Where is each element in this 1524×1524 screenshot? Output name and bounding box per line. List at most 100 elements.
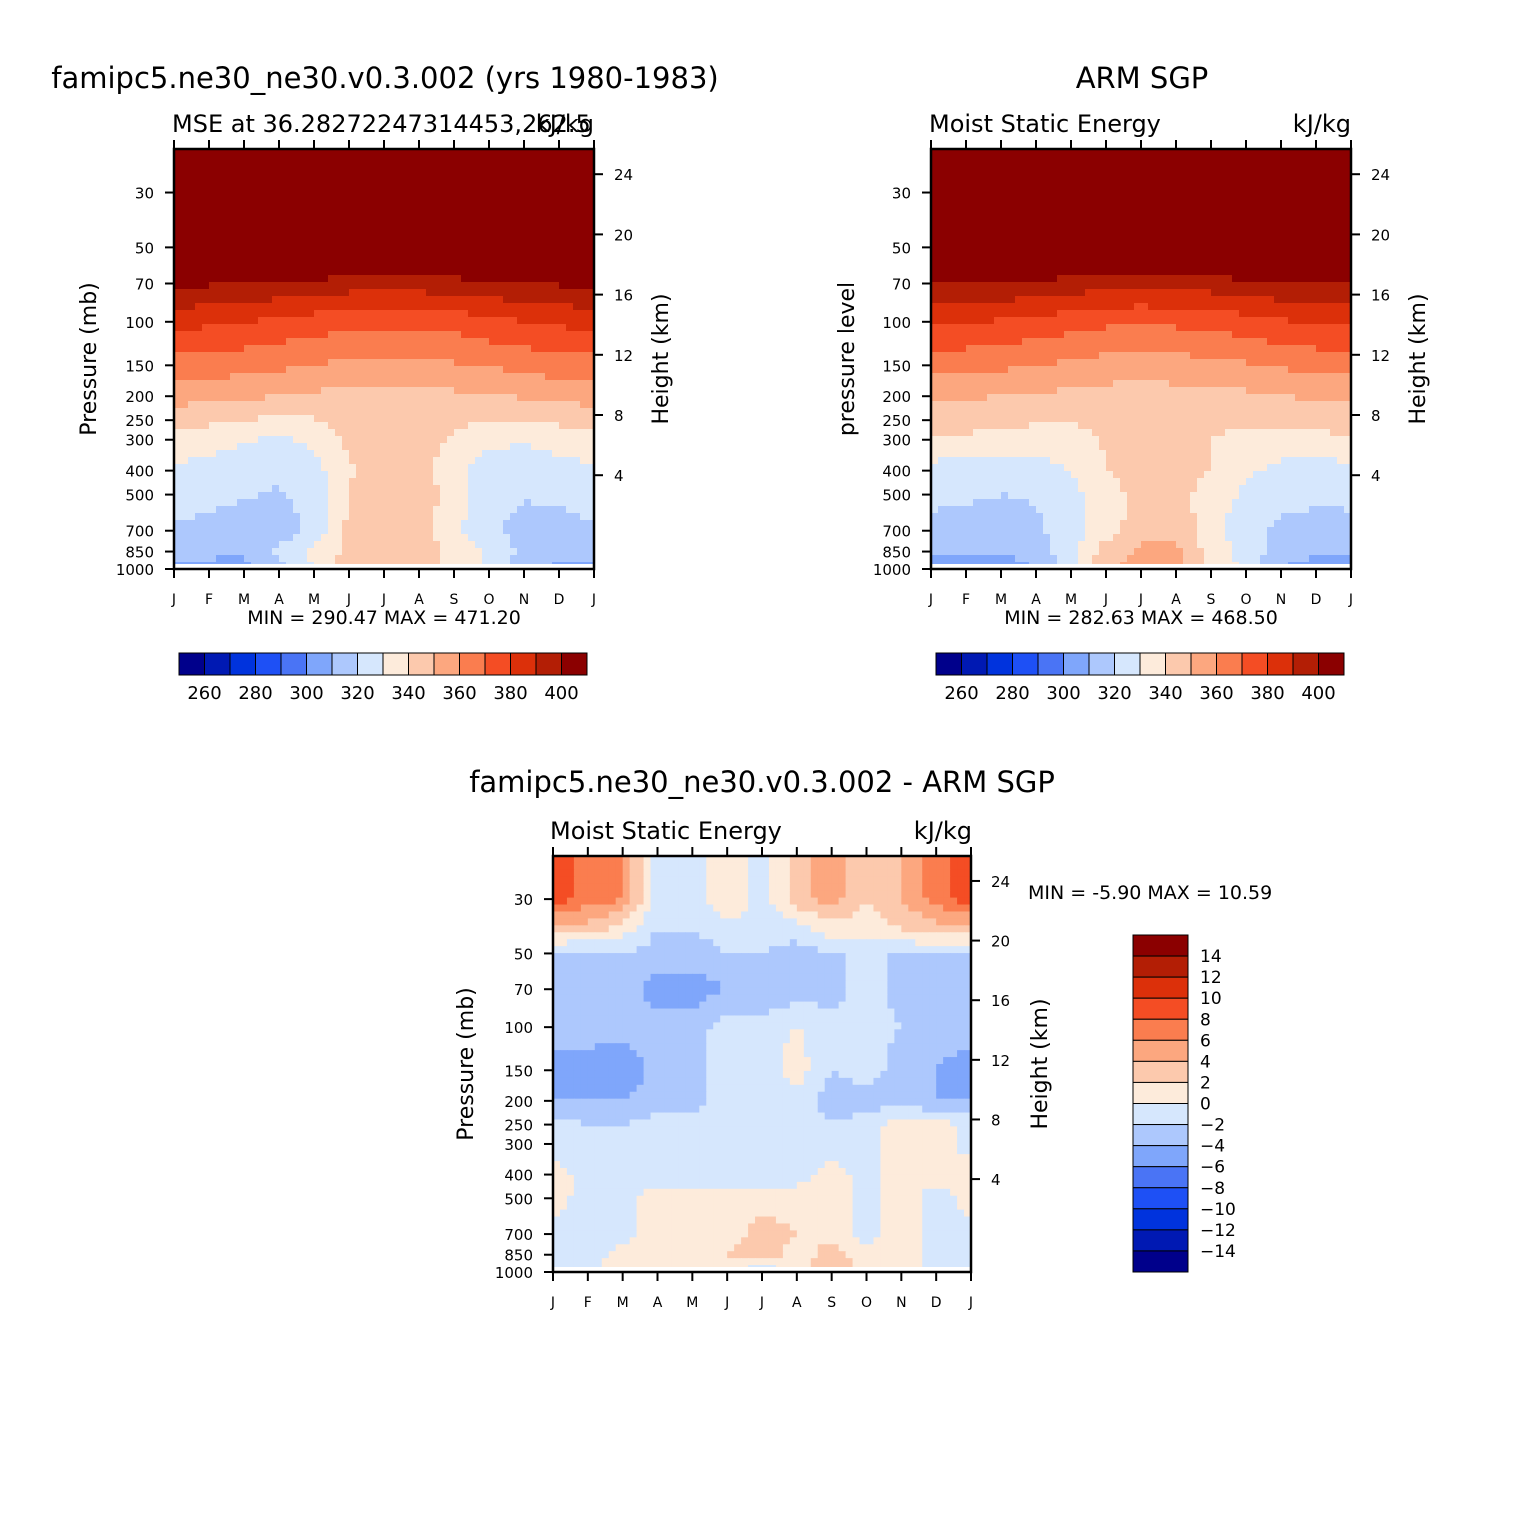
- colorbar-label: 300: [289, 683, 323, 704]
- contour-cell: [216, 415, 224, 423]
- contour-cell: [349, 408, 357, 416]
- contour-cell: [1036, 177, 1044, 185]
- contour-cell: [384, 527, 392, 535]
- contour-cell: [489, 303, 497, 311]
- contour-cell: [587, 317, 595, 325]
- contour-cell: [1064, 191, 1072, 199]
- contour-cell: [524, 478, 532, 486]
- contour-cell: [468, 555, 476, 563]
- contour-cell: [503, 240, 511, 248]
- contour-cell: [335, 513, 343, 521]
- contour-cell: [959, 149, 967, 157]
- contour-cell: [1344, 240, 1352, 248]
- contour-cell: [223, 555, 231, 563]
- contour-cell: [314, 226, 322, 234]
- contour-cell: [531, 373, 539, 381]
- contour-cell: [209, 233, 217, 241]
- contour-cell: [223, 177, 231, 185]
- contour-cell: [496, 268, 504, 276]
- contour-cell: [307, 275, 315, 283]
- contour-cell: [349, 198, 357, 206]
- contour-cell: [531, 506, 539, 514]
- contour-cell: [328, 450, 336, 458]
- contour-cell: [559, 373, 567, 381]
- contour-cell: [461, 352, 469, 360]
- contour-cell: [405, 317, 413, 325]
- contour-cell: [1085, 184, 1093, 192]
- contour-cell: [314, 345, 322, 353]
- contour-cell: [931, 219, 939, 227]
- contour-cell: [335, 485, 343, 493]
- contour-cell: [475, 471, 483, 479]
- contour-cell: [566, 254, 574, 262]
- contour-cell: [447, 212, 455, 220]
- contour-cell: [475, 527, 483, 535]
- contour-cell: [405, 296, 413, 304]
- contour-cell: [321, 499, 329, 507]
- contour-cell: [363, 156, 371, 164]
- contour-cell: [945, 198, 953, 206]
- contour-cell: [461, 443, 469, 451]
- contour-cell: [959, 247, 967, 255]
- contour-cell: [538, 254, 546, 262]
- contour-cell: [1169, 184, 1177, 192]
- contour-cell: [426, 471, 434, 479]
- contour-cell: [447, 429, 455, 437]
- contour-cell: [342, 499, 350, 507]
- contour-cell: [265, 506, 273, 514]
- contour-cell: [1337, 198, 1345, 206]
- contour-cell: [342, 352, 350, 360]
- contour-cell: [1204, 268, 1212, 276]
- contour-cell: [1127, 289, 1135, 297]
- contour-cell: [265, 485, 273, 493]
- contour-cell: [363, 324, 371, 332]
- contour-cell: [286, 485, 294, 493]
- contour-cell: [398, 541, 406, 549]
- contour-cell: [1085, 282, 1093, 290]
- contour-cell: [216, 373, 224, 381]
- contour-cell: [489, 520, 497, 528]
- contour-cell: [272, 268, 280, 276]
- contour-cell: [1036, 275, 1044, 283]
- contour-cell: [349, 464, 357, 472]
- contour-cell: [503, 394, 511, 402]
- contour-cell: [1295, 156, 1303, 164]
- contour-cell: [1323, 170, 1331, 178]
- contour-cell: [433, 555, 441, 563]
- contour-cell: [552, 436, 560, 444]
- contour-cell: [945, 156, 953, 164]
- x-tick-label: F: [205, 592, 213, 608]
- contour-cell: [531, 548, 539, 556]
- contour-cell: [468, 408, 476, 416]
- contour-cell: [545, 317, 553, 325]
- contour-cell: [503, 429, 511, 437]
- contour-cell: [405, 184, 413, 192]
- contour-cell: [391, 485, 399, 493]
- contour-cell: [321, 289, 329, 297]
- contour-cell: [342, 254, 350, 262]
- contour-cell: [202, 478, 210, 486]
- contour-cell: [1260, 233, 1268, 241]
- contour-cell: [202, 163, 210, 171]
- contour-cell: [1155, 198, 1163, 206]
- contour-cell: [580, 499, 588, 507]
- contour-cell: [314, 380, 322, 388]
- contour-cell: [237, 541, 245, 549]
- contour-cell: [251, 282, 259, 290]
- contour-cell: [412, 429, 420, 437]
- contour-cell: [931, 177, 939, 185]
- contour-cell: [1162, 261, 1170, 269]
- contour-cell: [321, 359, 329, 367]
- contour-cell: [209, 219, 217, 227]
- contour-cell: [440, 506, 448, 514]
- contour-cell: [181, 485, 189, 493]
- contour-cell: [1253, 247, 1261, 255]
- contour-cell: [1225, 240, 1233, 248]
- contour-cell: [1281, 268, 1289, 276]
- contour-cell: [272, 506, 280, 514]
- contour-cell: [202, 149, 210, 157]
- contour-cell: [552, 198, 560, 206]
- contour-cell: [531, 296, 539, 304]
- contour-cell: [1099, 275, 1107, 283]
- contour-cell: [1148, 149, 1156, 157]
